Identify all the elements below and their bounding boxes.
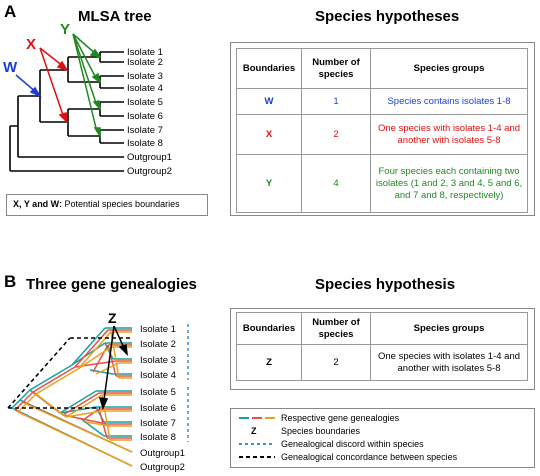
table-row: Y 4 Four species each containing two iso…: [236, 154, 528, 213]
leaf-label: Isolate 3: [140, 355, 176, 366]
leaf-label: Isolate 7: [127, 125, 163, 136]
col-number-of-species: Number of species: [301, 48, 371, 89]
legend-box: Respective gene genealogies Z Species bo…: [230, 408, 535, 468]
species-hypothesis-table: Boundaries Number of species Species gro…: [236, 312, 528, 381]
tree-branches: [9, 51, 124, 172]
row-groups: Four species each containing two isolate…: [370, 154, 528, 213]
leaf-label: Isolate 1: [140, 324, 176, 335]
gene-genealogies-diagram: Z Isolate 1 Isolate 2 Isolate 3 Isolate …: [7, 310, 189, 473]
leaf-label: Isolate 3: [127, 71, 163, 82]
marker-z: Z: [108, 310, 117, 326]
col-number-of-species: Number of species: [301, 312, 371, 345]
z-arrows: [98, 325, 128, 411]
row-boundary: W: [236, 88, 302, 115]
mlsa-tree-title: MLSA tree: [78, 8, 152, 25]
legend-text: Genealogical concordance between species: [281, 452, 458, 462]
blue-dash-swatch: [239, 443, 275, 445]
leaf-label: Isolate 7: [140, 418, 176, 429]
row-count: 2: [301, 114, 371, 155]
row-count: 2: [301, 344, 371, 381]
row-boundary: Y: [236, 154, 302, 213]
boundary-note-box: X, Y and W: Potential species boundaries: [6, 194, 208, 216]
mlsa-leaf-labels: Isolate 1 Isolate 2 Isolate 3 Isolate 4 …: [127, 47, 172, 177]
species-hypothesis-title: Species hypothesis: [315, 276, 456, 293]
col-species-groups: Species groups: [370, 312, 528, 345]
leaf-label: Isolate 8: [140, 432, 176, 443]
col-boundaries: Boundaries: [236, 312, 302, 345]
marker-x: X: [26, 36, 36, 53]
gene-lines-swatch: [239, 417, 275, 419]
leaf-label: Outgroup1: [140, 448, 185, 459]
legend-text: Genealogical discord within species: [281, 439, 424, 449]
black-dash-swatch: [239, 456, 275, 458]
x-arrows: [39, 47, 69, 125]
mlsa-tree-diagram: W X Y Isolate 1 Isolate 2 Isolate 3 Isol…: [3, 21, 172, 177]
concordance-dash: [7, 337, 132, 409]
col-boundaries: Boundaries: [236, 48, 302, 89]
legend-text: Respective gene genealogies: [281, 413, 400, 423]
leaf-label: Isolate 4: [127, 83, 163, 94]
leaf-label: Isolate 6: [140, 403, 176, 414]
leaf-label: Isolate 2: [127, 57, 163, 68]
row-count: 1: [301, 88, 371, 115]
species-hypotheses-title: Species hypotheses: [315, 8, 460, 25]
legend-text: Species boundaries: [281, 426, 361, 436]
leaf-label: Isolate 8: [127, 138, 163, 149]
table-row: X 2 One species with isolates 1-4 and an…: [236, 114, 528, 155]
leaf-label: Isolate 4: [140, 370, 176, 381]
col-species-groups: Species groups: [370, 48, 528, 89]
y-arrows: [72, 33, 102, 139]
leaf-label: Isolate 2: [140, 339, 176, 350]
marker-w: W: [3, 59, 18, 76]
table-row: Z 2 One species with isolates 1-4 and an…: [236, 344, 528, 381]
table-row: W 1 Species contains isolates 1-8: [236, 88, 528, 115]
row-groups: Species contains isolates 1-8: [370, 88, 528, 115]
panel-a-letter: A: [4, 2, 17, 21]
species-hypotheses-table: Boundaries Number of species Species gro…: [236, 48, 528, 213]
row-groups: One species with isolates 1-4 and anothe…: [370, 114, 528, 155]
leaf-label: Isolate 5: [127, 97, 163, 108]
row-boundary: X: [236, 114, 302, 155]
leaf-label: Isolate 1: [127, 47, 163, 58]
row-boundary: Z: [236, 344, 302, 381]
leaf-label: Isolate 5: [140, 387, 176, 398]
gene-genealogies-title: Three gene genealogies: [26, 276, 197, 293]
genealogy-leaf-labels: Isolate 1 Isolate 2 Isolate 3 Isolate 4 …: [140, 324, 185, 473]
row-groups: One species with isolates 1-4 and anothe…: [370, 344, 528, 381]
leaf-label: Outgroup1: [127, 152, 172, 163]
w-arrow: [15, 74, 42, 98]
leaf-label: Isolate 6: [127, 111, 163, 122]
boundary-note-text: Potential species boundaries: [62, 199, 180, 209]
boundary-note: X, Y and W: Potential species boundaries: [13, 199, 180, 209]
panel-b-letter: B: [4, 272, 17, 291]
leaf-label: Outgroup2: [127, 166, 172, 177]
marker-y: Y: [60, 21, 70, 38]
row-count: 4: [301, 154, 371, 213]
leaf-label: Outgroup2: [140, 462, 185, 473]
gene-genealogy-lines: [11, 327, 133, 467]
boundary-note-bold: X, Y and W:: [13, 199, 63, 209]
legend-z-key: Z: [251, 426, 257, 436]
